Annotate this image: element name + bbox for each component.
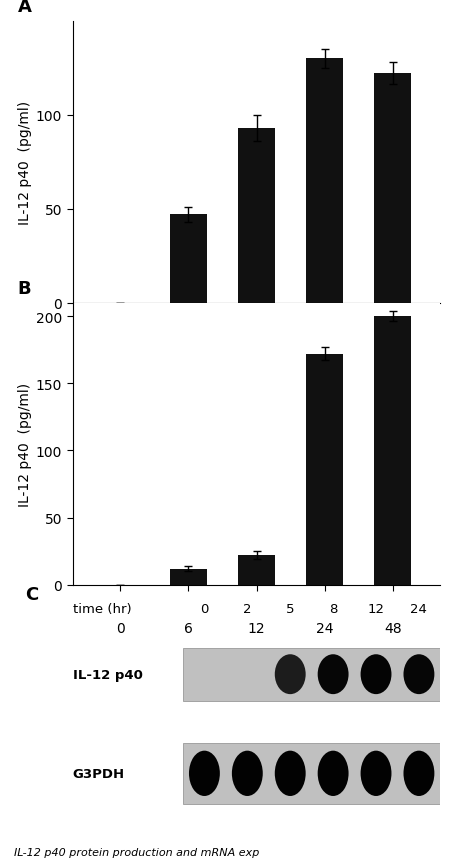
Bar	[374, 317, 411, 585]
Bar	[170, 569, 207, 585]
Text: G3PDH: G3PDH	[73, 767, 125, 780]
Text: 5: 5	[286, 603, 295, 616]
Text: 0.1: 0.1	[246, 340, 267, 354]
Text: 0: 0	[200, 603, 208, 616]
Text: 0.01: 0.01	[173, 340, 204, 354]
Bar	[306, 59, 343, 303]
Text: 1: 1	[320, 340, 329, 354]
Text: 6: 6	[184, 622, 193, 635]
Ellipse shape	[232, 751, 263, 796]
Text: 0: 0	[116, 622, 125, 635]
Ellipse shape	[275, 751, 306, 796]
Bar	[238, 555, 275, 585]
Text: 10: 10	[384, 340, 401, 354]
Text: C: C	[25, 585, 38, 603]
Text: 2: 2	[243, 603, 252, 616]
Text: 0: 0	[116, 340, 125, 354]
FancyBboxPatch shape	[183, 743, 440, 803]
Text: 12: 12	[368, 603, 385, 616]
Ellipse shape	[318, 751, 349, 796]
Text: B: B	[17, 280, 31, 298]
Text: IL-12 p40: IL-12 p40	[73, 668, 143, 681]
Text: 24: 24	[410, 603, 427, 616]
Ellipse shape	[360, 654, 391, 694]
Ellipse shape	[360, 751, 391, 796]
Text: 8: 8	[329, 603, 337, 616]
Text: A: A	[17, 0, 31, 15]
Text: time (hr): time (hr)	[73, 603, 131, 616]
Bar	[306, 354, 343, 585]
Y-axis label: IL-12 p40  (pg/ml): IL-12 p40 (pg/ml)	[18, 382, 32, 506]
Ellipse shape	[318, 654, 349, 694]
Text: 12: 12	[248, 622, 265, 635]
Bar	[238, 128, 275, 303]
Ellipse shape	[404, 654, 434, 694]
Text: 48: 48	[384, 622, 401, 635]
Ellipse shape	[275, 654, 306, 694]
Text: 24: 24	[316, 622, 333, 635]
Ellipse shape	[404, 751, 434, 796]
Text: IL-12 p40 protein production and mRNA exp: IL-12 p40 protein production and mRNA ex…	[14, 846, 259, 857]
Ellipse shape	[189, 751, 220, 796]
Bar	[170, 215, 207, 303]
Y-axis label: IL-12 p40  (pg/ml): IL-12 p40 (pg/ml)	[18, 101, 32, 225]
FancyBboxPatch shape	[183, 647, 440, 701]
Bar	[374, 74, 411, 303]
